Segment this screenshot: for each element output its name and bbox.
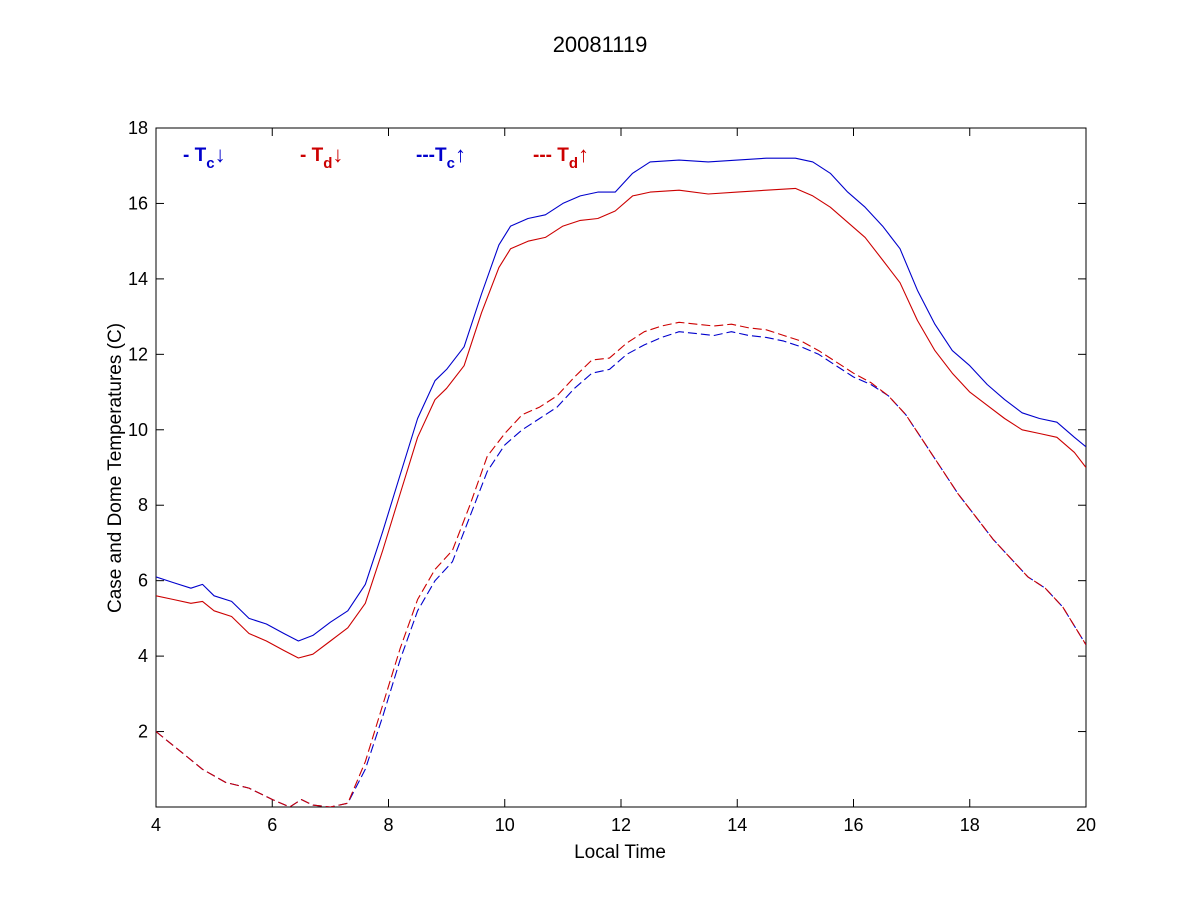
legend-label: ---T <box>416 145 447 166</box>
y-tick-label: 18 <box>128 118 148 138</box>
x-tick-label: 18 <box>960 815 980 835</box>
legend-subscript: c <box>206 155 215 172</box>
x-tick-label: 6 <box>267 815 277 835</box>
y-tick-label: 12 <box>128 344 148 364</box>
y-tick-label: 16 <box>128 193 148 213</box>
x-tick-label: 4 <box>151 815 161 835</box>
y-tick-label: 14 <box>128 269 148 289</box>
x-tick-label: 10 <box>495 815 515 835</box>
x-tick-label: 14 <box>727 815 747 835</box>
y-tick-label: 10 <box>128 420 148 440</box>
legend-label: - T <box>300 145 324 166</box>
legend-entry-td-up: --- Td↑ <box>533 142 590 172</box>
legend-subscript: c <box>446 155 455 172</box>
legend-entry-tc-up: ---Tc↑ <box>416 142 466 172</box>
x-tick-label: 20 <box>1076 815 1096 835</box>
x-tick-label: 12 <box>611 815 631 835</box>
legend-subscript: d <box>323 155 333 172</box>
legend-label: --- T <box>533 145 569 166</box>
x-tick-label: 16 <box>843 815 863 835</box>
series-line-4 <box>156 321 1086 807</box>
down-arrow-icon: ↓ <box>332 142 344 167</box>
y-tick-label: 2 <box>138 722 148 742</box>
series-line-1 <box>156 157 1086 642</box>
legend-subscript: d <box>568 155 579 172</box>
down-arrow-icon: ↓ <box>214 142 226 167</box>
y-tick-label: 6 <box>138 571 148 591</box>
y-tick-label: 4 <box>138 646 148 666</box>
series-line-2 <box>156 187 1086 659</box>
chart-title: 20081119 <box>552 32 648 57</box>
y-axis-label: Case and Dome Temperatures (C) <box>105 322 126 614</box>
up-arrow-icon: ↑ <box>454 142 466 167</box>
up-arrow-icon: ↑ <box>578 142 590 167</box>
axes-frame <box>155 127 1087 808</box>
legend-entry-tc-down: - Tc↓ <box>183 142 226 172</box>
x-tick-label: 8 <box>383 815 393 835</box>
y-tick-label: 8 <box>138 495 148 515</box>
legend-label: - T <box>183 145 207 166</box>
x-axis-label: Local Time <box>574 842 666 863</box>
series-line-3 <box>156 331 1086 807</box>
legend-entry-td-down: - Td↓ <box>300 142 344 172</box>
